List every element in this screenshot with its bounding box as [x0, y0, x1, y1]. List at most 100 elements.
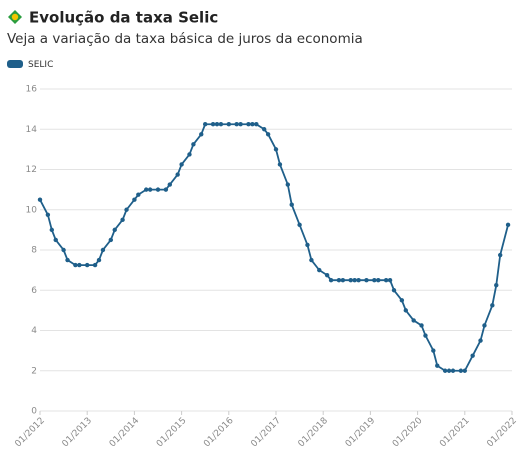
x-tick-label: 01/2014 — [108, 416, 142, 450]
x-tick-label: 01/2015 — [155, 416, 189, 450]
point — [132, 197, 137, 202]
y-tick-label: 6 — [31, 286, 37, 296]
point — [450, 368, 456, 373]
point — [442, 368, 448, 373]
x-tick-label: 01/2013 — [61, 416, 95, 450]
point — [226, 122, 231, 127]
point — [470, 353, 475, 358]
point — [214, 122, 220, 127]
point — [305, 242, 310, 248]
point — [317, 267, 322, 273]
point — [423, 333, 428, 338]
line — [39, 123, 509, 372]
point — [49, 227, 54, 233]
point — [61, 247, 66, 253]
y-tick-label: 8 — [31, 246, 37, 256]
point — [435, 363, 440, 368]
x-tick-label: 01/2018 — [297, 416, 331, 450]
point — [289, 202, 294, 207]
x-tick-label: 01/2020 — [391, 416, 425, 450]
legend-swatch — [7, 60, 23, 68]
point — [431, 348, 436, 353]
point — [328, 277, 334, 283]
x-tick-label: 01/2021 — [438, 416, 472, 450]
point — [199, 132, 204, 137]
point — [265, 132, 271, 137]
point — [179, 162, 184, 167]
y-tick-label: 0 — [31, 407, 37, 417]
point — [92, 262, 98, 268]
point — [273, 147, 279, 152]
point — [96, 257, 102, 263]
point — [372, 277, 377, 283]
point — [65, 257, 70, 263]
point — [494, 283, 499, 288]
x-tick-label: 01/2012 — [13, 416, 47, 450]
chart-subtitle: Veja a variação da taxa básica de juros … — [7, 31, 363, 47]
point — [383, 277, 389, 283]
point — [309, 257, 314, 263]
point — [250, 122, 255, 127]
point — [246, 122, 251, 127]
x-tick-label: 01/2019 — [344, 416, 378, 450]
point — [77, 262, 82, 268]
y-tick-label: 10 — [26, 205, 38, 215]
point — [340, 277, 346, 283]
point — [364, 277, 369, 283]
point — [419, 323, 424, 328]
y-tick-label: 2 — [31, 366, 37, 376]
point — [482, 323, 487, 328]
point — [147, 187, 153, 192]
point — [191, 142, 196, 147]
point — [210, 122, 216, 127]
point — [45, 212, 51, 217]
point — [403, 308, 408, 313]
point — [163, 187, 169, 192]
point — [203, 122, 208, 127]
point — [462, 368, 467, 373]
point — [458, 368, 464, 373]
point — [37, 197, 43, 202]
point — [490, 303, 495, 308]
point — [399, 298, 405, 303]
point — [112, 227, 117, 233]
point — [446, 368, 452, 373]
point — [391, 288, 397, 293]
point — [376, 277, 381, 283]
point — [324, 272, 330, 278]
point — [73, 262, 78, 268]
point — [175, 172, 180, 177]
point — [285, 182, 290, 187]
x-tick-label: 01/2016 — [202, 416, 236, 450]
point — [155, 187, 161, 192]
chart-title: Evolução da taxa Selic — [29, 9, 218, 27]
x-tick-label: 01/2017 — [249, 416, 283, 450]
legend-label: SELIC — [28, 60, 53, 70]
point — [348, 277, 353, 283]
point — [262, 127, 267, 132]
point — [108, 237, 114, 243]
point — [352, 277, 357, 283]
point — [234, 122, 239, 127]
point — [277, 162, 283, 167]
y-tick-label: 4 — [31, 326, 37, 336]
y-tick-label: 16 — [26, 85, 38, 95]
point — [144, 187, 149, 192]
point — [336, 277, 342, 283]
point — [218, 122, 224, 127]
point — [238, 122, 243, 127]
point — [411, 318, 416, 323]
point — [136, 192, 141, 197]
point — [498, 252, 503, 258]
point — [356, 277, 361, 283]
point — [478, 338, 483, 343]
point — [120, 217, 125, 223]
x-tick-label: 01/2022 — [485, 416, 519, 450]
point — [100, 247, 106, 253]
y-tick-label: 14 — [26, 125, 38, 135]
point — [53, 237, 58, 243]
point — [187, 152, 192, 157]
point — [167, 182, 172, 187]
